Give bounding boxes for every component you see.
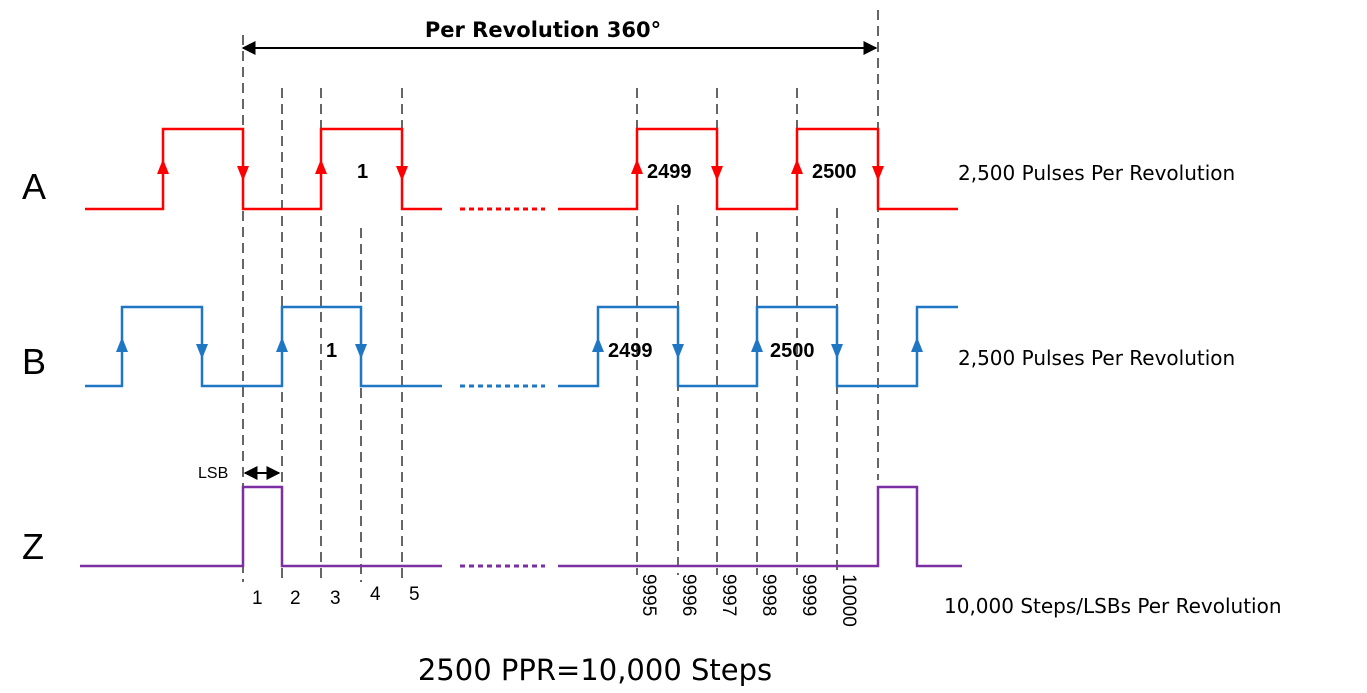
falling-edge-arrow xyxy=(831,344,843,359)
step-label: 1 xyxy=(252,588,263,609)
a-pulse-label-2499: 2499 xyxy=(647,161,692,183)
rising-edge-arrow xyxy=(157,159,169,174)
a-pulse-label-2500: 2500 xyxy=(812,161,857,183)
channel-z-waveform xyxy=(558,485,962,568)
step-label: 9997 xyxy=(718,574,739,616)
step-label: 5 xyxy=(409,584,420,605)
rising-edge-arrow xyxy=(911,337,923,352)
diagram-title: Per Revolution 360° xyxy=(425,18,661,42)
lsb-label: LSB xyxy=(198,465,228,482)
step-label: 10000 xyxy=(838,574,859,627)
rising-edge-arrow xyxy=(116,337,128,352)
channel-z-note: 10,000 Steps/LSBs Per Revolution xyxy=(944,594,1282,618)
falling-edge-arrow xyxy=(237,166,249,181)
step-label: 4 xyxy=(370,584,381,605)
b-pulse-label-2500: 2500 xyxy=(770,340,815,362)
step-label: 9999 xyxy=(798,574,819,616)
falling-edge-arrow xyxy=(196,344,208,359)
falling-edge-arrow xyxy=(355,344,367,359)
falling-edge-arrow xyxy=(672,344,684,359)
rising-edge-arrow xyxy=(592,337,604,352)
step-label: 3 xyxy=(330,588,341,609)
step-label: 9998 xyxy=(758,574,779,616)
b-pulse-label-1: 1 xyxy=(326,340,337,362)
channel-a-waveform xyxy=(85,127,442,211)
channel-z-waveform xyxy=(80,485,442,568)
revolution-span: Per Revolution 360° xyxy=(241,18,878,55)
rising-edge-arrow xyxy=(751,337,763,352)
b-pulse-label-2499: 2499 xyxy=(608,340,653,362)
falling-edge-arrow xyxy=(711,166,723,181)
rising-edge-arrow xyxy=(791,159,803,174)
lsb-annotation: LSB xyxy=(198,465,281,482)
falling-edge-arrow xyxy=(872,166,884,181)
channel-a-label: A xyxy=(22,166,46,207)
footer-formula: 2500 PPR=10,000 Steps xyxy=(418,653,772,687)
a-pulse-label-1: 1 xyxy=(357,161,368,183)
step-label: 2 xyxy=(290,588,301,609)
channel-a-note: 2,500 Pulses Per Revolution xyxy=(958,161,1235,185)
channel-b-waveform xyxy=(85,305,442,388)
channel-b-note: 2,500 Pulses Per Revolution xyxy=(958,346,1235,370)
guide-lines xyxy=(242,10,879,582)
rising-edge-arrow xyxy=(276,337,288,352)
rising-edge-arrow xyxy=(315,159,327,174)
channel-a-waveform xyxy=(558,127,958,211)
step-label: 9996 xyxy=(678,574,699,616)
waveforms xyxy=(80,127,962,568)
channel-z-label: Z xyxy=(22,526,44,567)
falling-edge-arrow xyxy=(396,166,408,181)
channel-b-label: B xyxy=(22,341,46,382)
step-label: 9995 xyxy=(638,574,659,616)
rising-edge-arrow xyxy=(631,159,643,174)
